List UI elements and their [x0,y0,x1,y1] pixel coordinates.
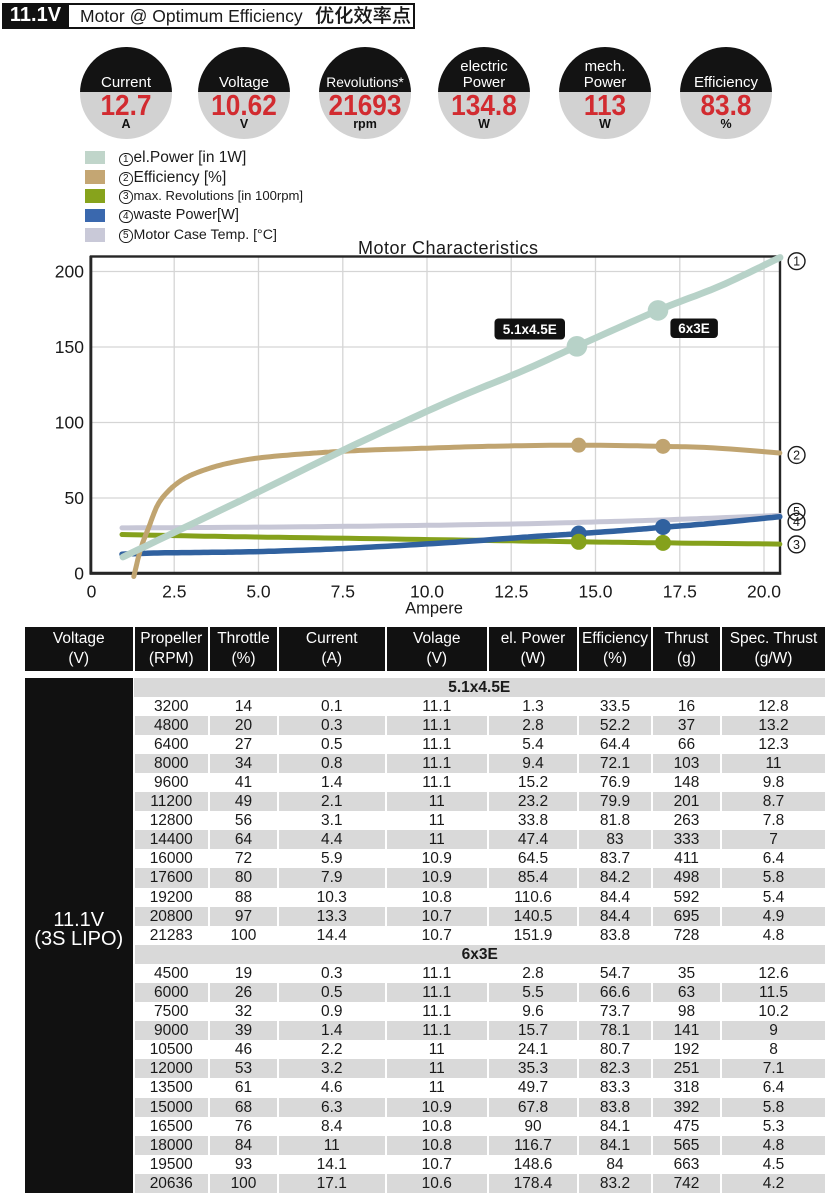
svg-text:5.0: 5.0 [246,582,271,602]
svg-text:2.5: 2.5 [162,582,186,602]
svg-text:2: 2 [793,448,800,462]
svg-text:1: 1 [793,255,800,269]
svg-text:100: 100 [55,412,84,432]
svg-text:12.5: 12.5 [494,582,528,602]
svg-text:50: 50 [65,488,85,508]
svg-text:7.5: 7.5 [331,582,355,602]
svg-text:15.0: 15.0 [578,582,612,602]
svg-text:20.0: 20.0 [747,582,781,602]
svg-text:10.0: 10.0 [410,582,444,602]
svg-text:Ampere: Ampere [405,600,463,618]
svg-text:5.1x4.5E: 5.1x4.5E [503,322,557,337]
svg-text:0: 0 [87,582,97,602]
svg-text:4: 4 [793,515,800,529]
svg-text:200: 200 [55,261,84,281]
svg-text:6x3E: 6x3E [678,321,710,336]
svg-text:0: 0 [74,564,84,584]
svg-text:150: 150 [55,337,84,357]
svg-text:3: 3 [793,538,800,552]
svg-text:17.5: 17.5 [663,582,697,602]
svg-text:5: 5 [793,505,800,519]
